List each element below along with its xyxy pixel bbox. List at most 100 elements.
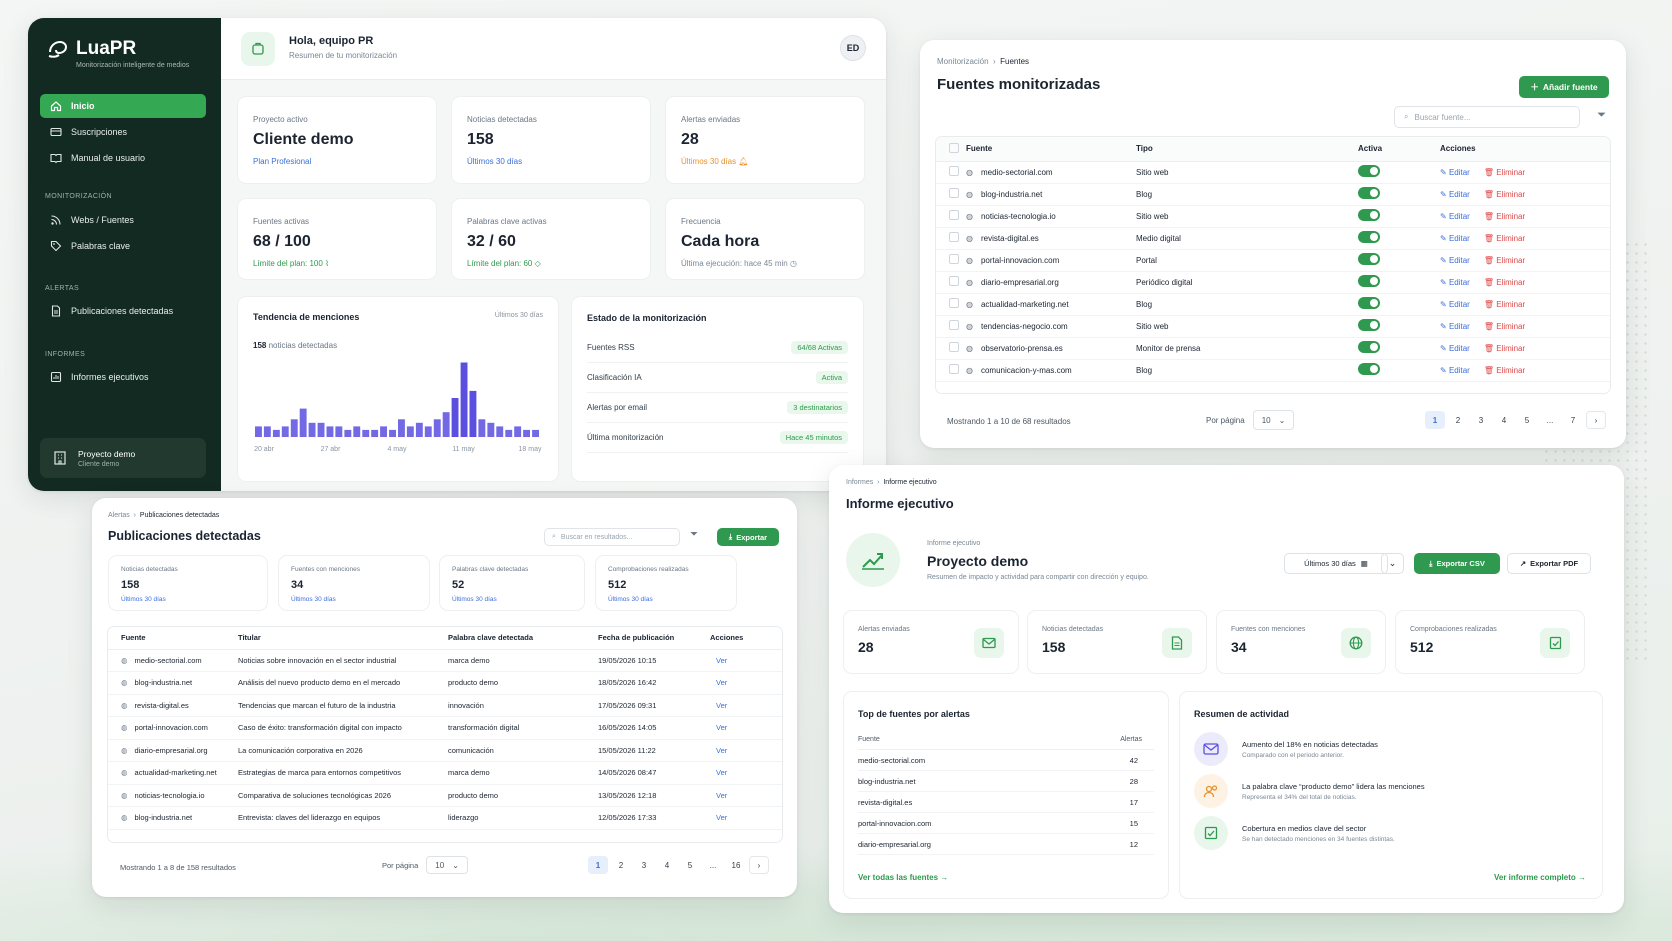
next-page-button[interactable]: › xyxy=(1586,411,1606,429)
view-link[interactable]: Ver xyxy=(716,723,728,733)
row-select[interactable] xyxy=(936,271,966,293)
source-name[interactable]: portal-innovacion.com xyxy=(980,255,1060,265)
page-button[interactable]: 3 xyxy=(1478,415,1484,425)
breadcrumb-item[interactable]: Informes xyxy=(846,479,874,486)
page-button[interactable]: 2 xyxy=(618,860,624,870)
breadcrumb-item[interactable]: Monitorización xyxy=(937,57,989,66)
source-name[interactable]: noticias-tecnologia.io xyxy=(980,211,1056,221)
edit-button[interactable]: ✎ Editar xyxy=(1440,234,1470,243)
search-input[interactable]: ⌕ Buscar fuente... xyxy=(1394,106,1580,128)
row-checkbox[interactable] xyxy=(949,298,959,308)
edit-button[interactable]: ✎ Editar xyxy=(1440,322,1470,331)
row-select[interactable] xyxy=(936,337,966,359)
source-name[interactable]: observatorio-prensa.es xyxy=(980,343,1063,353)
view-link[interactable]: Ver xyxy=(716,813,728,823)
row-checkbox[interactable] xyxy=(949,342,959,352)
source-name[interactable]: comunicacion-y-mas.com xyxy=(980,365,1072,375)
view-all-sources-link[interactable]: Ver todas las fuentes → xyxy=(858,873,948,882)
avatar[interactable]: ED xyxy=(840,35,866,61)
active-toggle[interactable] xyxy=(1358,253,1380,265)
page-button[interactable]: 5 xyxy=(1524,415,1530,425)
page-button[interactable]: 3 xyxy=(641,860,647,870)
nav-item-informes-ejecutivos[interactable]: Informes ejecutivos xyxy=(40,365,206,389)
row-select[interactable] xyxy=(936,205,966,227)
edit-button[interactable]: ✎ Editar xyxy=(1440,300,1470,309)
filter-icon[interactable]: ⏷ xyxy=(1597,109,1606,121)
source-name[interactable]: diario-empresarial.org xyxy=(980,277,1059,287)
date-range-dropdown[interactable]: ⌄ xyxy=(1381,553,1404,574)
row-checkbox[interactable] xyxy=(949,364,959,374)
active-toggle[interactable] xyxy=(1358,165,1380,177)
breadcrumb-item[interactable]: Alertas xyxy=(108,512,130,519)
page-button[interactable]: 2 xyxy=(1455,415,1461,425)
active-toggle[interactable] xyxy=(1358,297,1380,309)
page-button[interactable]: 4 xyxy=(1501,415,1507,425)
active-toggle[interactable] xyxy=(1358,231,1380,243)
row-checkbox[interactable] xyxy=(949,188,959,198)
delete-button[interactable]: 🗑︎ Eliminar xyxy=(1484,366,1525,375)
view-link[interactable]: Ver xyxy=(716,678,728,688)
search-input[interactable]: ⌕ Buscar en resultados... xyxy=(544,528,680,546)
row-checkbox[interactable] xyxy=(949,166,959,176)
nav-item-suscripciones[interactable]: Suscripciones xyxy=(40,120,206,144)
next-page-button[interactable]: › xyxy=(749,856,769,874)
delete-button[interactable]: 🗑︎ Eliminar xyxy=(1484,256,1525,265)
add-source-button[interactable]: ＋ Añadir fuente xyxy=(1519,76,1609,98)
nav-item-webs-fuentes[interactable]: Webs / Fuentes xyxy=(40,208,206,232)
row-select[interactable] xyxy=(936,227,966,249)
view-full-report-link[interactable]: Ver informe completo → xyxy=(1494,873,1586,882)
nav-item-inicio[interactable]: Inicio xyxy=(40,94,206,118)
delete-button[interactable]: 🗑︎ Eliminar xyxy=(1484,300,1525,309)
col-fuente[interactable]: Fuente xyxy=(121,633,146,643)
page-button[interactable]: 5 xyxy=(687,860,693,870)
col-palabra-clave[interactable]: Palabra clave detectada xyxy=(448,633,534,643)
delete-button[interactable]: 🗑︎ Eliminar xyxy=(1484,234,1525,243)
source-name[interactable]: medio-sectorial.com xyxy=(980,167,1053,177)
row-checkbox[interactable] xyxy=(949,210,959,220)
edit-button[interactable]: ✎ Editar xyxy=(1440,168,1470,177)
page-button[interactable]: 16 xyxy=(731,860,741,870)
plan-link[interactable]: Plan Profesional xyxy=(253,157,312,166)
col-fuente[interactable]: Fuente xyxy=(966,144,993,154)
delete-button[interactable]: 🗑︎ Eliminar xyxy=(1484,322,1525,331)
delete-button[interactable]: 🗑︎ Eliminar xyxy=(1484,344,1525,353)
row-select[interactable] xyxy=(936,293,966,315)
page-button[interactable]: 1 xyxy=(588,856,608,874)
row-select[interactable] xyxy=(936,249,966,271)
nav-item-manual[interactable]: Manual de usuario xyxy=(40,146,206,170)
edit-button[interactable]: ✎ Editar xyxy=(1440,256,1470,265)
edit-button[interactable]: ✎ Editar xyxy=(1440,344,1470,353)
view-link[interactable]: Ver xyxy=(716,790,728,800)
active-toggle[interactable] xyxy=(1358,209,1380,221)
view-link[interactable]: Ver xyxy=(716,768,728,778)
active-toggle[interactable] xyxy=(1358,319,1380,331)
col-fecha[interactable]: Fecha de publicación xyxy=(598,633,675,643)
edit-button[interactable]: ✎ Editar xyxy=(1440,190,1470,199)
select-all-checkbox[interactable] xyxy=(949,142,959,153)
edit-button[interactable]: ✎ Editar xyxy=(1440,212,1470,221)
row-select[interactable] xyxy=(936,161,966,183)
row-checkbox[interactable] xyxy=(949,254,959,264)
source-name[interactable]: actualidad-marketing.net xyxy=(980,299,1069,309)
brand-logo[interactable]: LuaPR xyxy=(46,38,136,60)
row-select[interactable] xyxy=(936,359,966,381)
date-range-select[interactable]: Últimos 30 días ▦ xyxy=(1284,553,1388,574)
active-toggle[interactable] xyxy=(1358,363,1380,375)
page-button[interactable]: 4 xyxy=(664,860,670,870)
active-toggle[interactable] xyxy=(1358,187,1380,199)
project-switcher[interactable]: Proyecto demo Cliente demo xyxy=(40,438,206,478)
row-select[interactable] xyxy=(936,183,966,205)
col-titular[interactable]: Titular xyxy=(238,633,261,643)
export-button[interactable]: ⤓ Exportar xyxy=(717,528,779,546)
nav-item-palabras-clave[interactable]: Palabras clave xyxy=(40,234,206,258)
export-pdf-button[interactable]: ↗ Exportar PDF xyxy=(1507,553,1591,574)
per-page-select[interactable]: 10 ⌄ xyxy=(426,856,468,874)
col-tipo[interactable]: Tipo xyxy=(1136,144,1153,154)
active-toggle[interactable] xyxy=(1358,275,1380,287)
filter-icon[interactable]: ⏷ xyxy=(690,529,698,540)
per-page-select[interactable]: 10 ⌄ xyxy=(1252,410,1295,430)
delete-button[interactable]: 🗑︎ Eliminar xyxy=(1484,278,1525,287)
edit-button[interactable]: ✎ Editar xyxy=(1440,278,1470,287)
delete-button[interactable]: 🗑︎ Eliminar xyxy=(1484,190,1525,199)
view-link[interactable]: Ver xyxy=(716,745,728,755)
